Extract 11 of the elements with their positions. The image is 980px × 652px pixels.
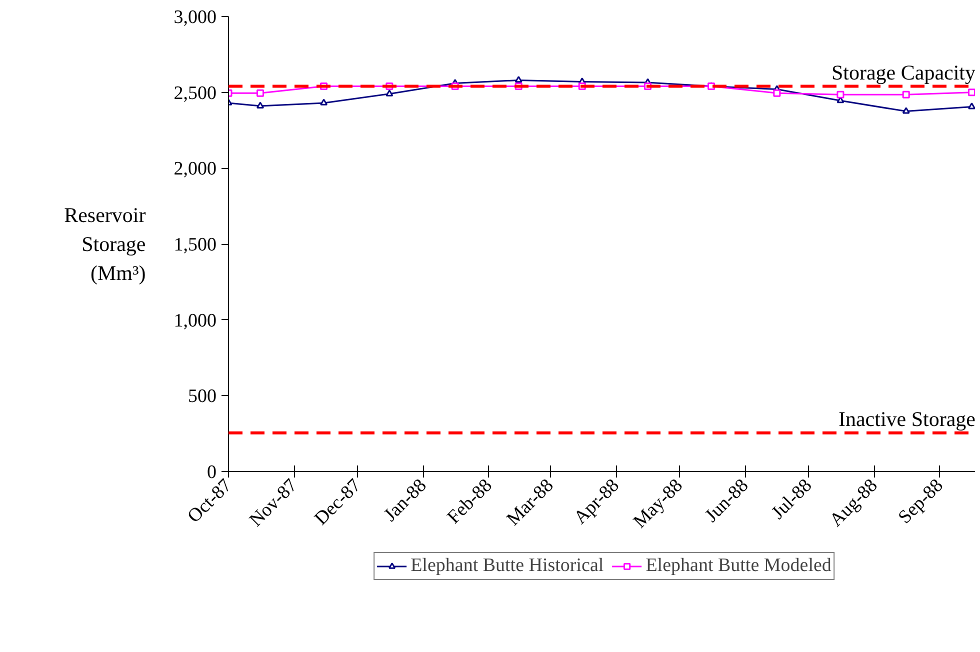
y-tick-label: 3,000 <box>174 7 216 28</box>
y-tick-label: 2,500 <box>174 82 216 104</box>
legend-label: Elephant Butte Historical <box>410 555 604 577</box>
y-tick-label: 2,000 <box>174 158 216 180</box>
legend-label: Elephant Butte Modeled <box>646 555 832 577</box>
y-axis-title: Reservoir Storage (Mm³) <box>64 203 146 285</box>
y-tick-label: 1,500 <box>174 234 216 256</box>
y-tick-label: 1,000 <box>174 310 216 332</box>
ref-line-label: Inactive Storage <box>838 406 976 431</box>
y-tick-label: 0 <box>207 462 216 483</box>
y-tick-label: 500 <box>188 386 216 408</box>
